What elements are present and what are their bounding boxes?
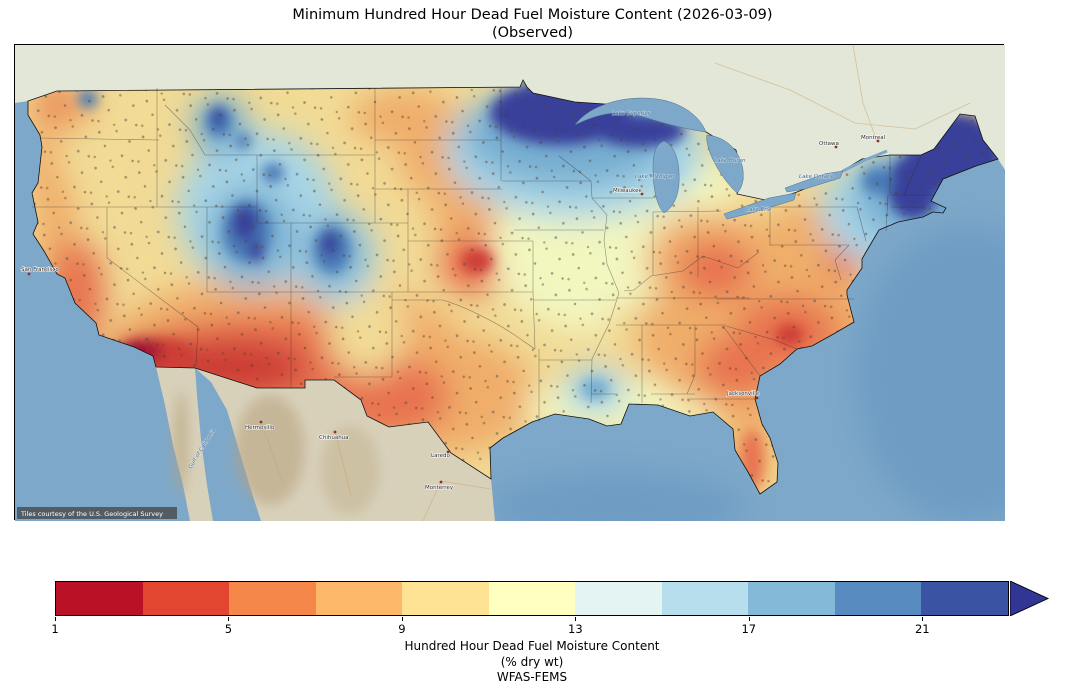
lake-michigan bbox=[652, 140, 680, 214]
lake-huron bbox=[706, 134, 744, 194]
map-label-city: Montreal bbox=[861, 135, 886, 141]
colorbar-segment bbox=[921, 582, 1009, 615]
map-figure: San Francisco Hermosillo Chihuahua Monterre… bbox=[14, 44, 1005, 521]
colorbar-tick bbox=[922, 617, 924, 621]
city-dot bbox=[259, 420, 263, 424]
colorbar-tick bbox=[748, 617, 750, 621]
colorbar-tick-label: 13 bbox=[568, 622, 583, 636]
city-dot bbox=[333, 430, 337, 434]
mexico-terrain bbox=[174, 391, 380, 515]
colorbar-segment bbox=[575, 582, 662, 615]
city-dot bbox=[834, 145, 838, 149]
lake-erie bbox=[723, 192, 797, 220]
colorbar-tick bbox=[575, 617, 577, 621]
map-label-water: Lake Huron bbox=[714, 158, 746, 164]
colorbar-tick-label: 17 bbox=[741, 622, 757, 636]
map-label-city: Monterrey bbox=[425, 485, 454, 491]
colorbar-tick-label: 21 bbox=[914, 622, 930, 636]
colorbar-segments bbox=[55, 581, 1009, 616]
canada-region bbox=[15, 45, 1005, 201]
colorbar-tick-label: 5 bbox=[224, 622, 233, 636]
colorbar-segment bbox=[229, 582, 316, 615]
colorbar-source: WFAS-FEMS bbox=[496, 670, 568, 684]
attribution-text: Tiles courtesy of the U.S. Geological Su… bbox=[20, 510, 163, 518]
map-label-city: San Francisco bbox=[21, 267, 59, 273]
deep-ocean-shading bbox=[485, 225, 1005, 521]
basemap-roads bbox=[260, 45, 971, 521]
colorbar-extend-arrow-shape bbox=[1010, 581, 1050, 616]
colorbar-segment bbox=[56, 582, 143, 615]
map-label-water: Lake Ontario bbox=[799, 174, 835, 180]
map-label-city: Hermosillo bbox=[245, 425, 275, 431]
colorbar-segment bbox=[661, 582, 749, 615]
colorbar-segment bbox=[142, 582, 230, 615]
colorbar-tick-label: 9 bbox=[398, 622, 406, 636]
colorbar-segment bbox=[315, 582, 403, 615]
map-label-city: Chihuahua bbox=[319, 435, 349, 441]
city-dot bbox=[640, 192, 644, 196]
colorbar-tick-label: 1 bbox=[51, 622, 59, 636]
city-dot bbox=[876, 139, 880, 143]
colorbar-segment bbox=[748, 582, 835, 615]
st-lawrence-river bbox=[842, 149, 888, 173]
map-label-water: Lake Michigan bbox=[635, 174, 675, 180]
map-label-city: Ottawa bbox=[819, 141, 839, 147]
city-dot bbox=[755, 396, 759, 400]
colorbar-tick bbox=[401, 617, 403, 621]
state-boundaries bbox=[32, 88, 935, 422]
attribution-badge: Tiles courtesy of the U.S. Geological Su… bbox=[17, 507, 177, 519]
colorbar-segment bbox=[402, 582, 489, 615]
colorbar-tick bbox=[55, 617, 56, 621]
city-dot bbox=[446, 450, 450, 454]
colorbar-ticks: 1 5 9 13 17 21 bbox=[51, 617, 1009, 639]
colorbar-caption: Hundred Hour Dead Fuel Moisture Content … bbox=[55, 639, 1009, 686]
colorbar-segment bbox=[834, 582, 922, 615]
colorbar-tick bbox=[228, 617, 230, 621]
colorbar-units: (% dry wt) bbox=[500, 654, 564, 669]
colorbar-title: Hundred Hour Dead Fuel Moisture Content bbox=[404, 639, 660, 653]
map-label-city: Laredo bbox=[431, 453, 450, 459]
map-label-city: Milwaukee bbox=[613, 188, 643, 194]
great-lakes bbox=[574, 97, 844, 220]
figure-title-line1: Minimum Hundred Hour Dead Fuel Moisture … bbox=[292, 7, 773, 23]
city-dot bbox=[439, 480, 443, 484]
map-label-water: Lake Erie bbox=[746, 207, 772, 213]
colorbar-extend-arrow bbox=[1010, 581, 1050, 616]
map-label-water: Lake Superior bbox=[612, 111, 651, 117]
figure-title-line2: (Observed) bbox=[491, 25, 574, 41]
lake-superior bbox=[574, 97, 707, 133]
lake-ontario bbox=[784, 170, 844, 193]
colorbar-segment bbox=[488, 582, 576, 615]
map-label-city: Jacksonville bbox=[726, 391, 760, 397]
vancouver-island bbox=[15, 62, 51, 80]
map-svg: San Francisco Hermosillo Chihuahua Monterre… bbox=[15, 45, 1005, 521]
city-dot bbox=[27, 272, 31, 276]
